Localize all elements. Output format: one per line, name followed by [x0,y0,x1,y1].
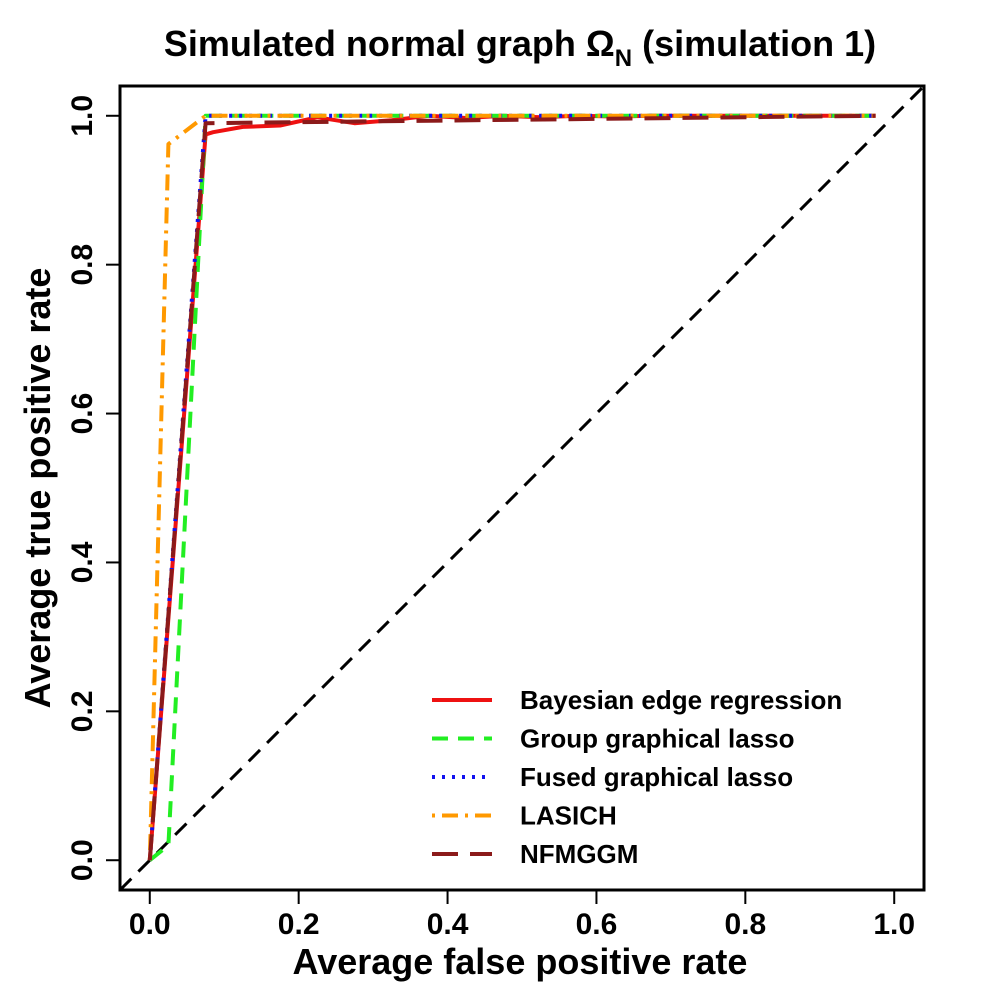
legend-label-1: Bayesian edge regression [520,685,842,715]
x-tick-label: 0.8 [724,908,766,941]
plot-frame [118,84,926,892]
reference-diagonal-line [118,84,926,892]
y-tick-label: 0.6 [66,393,99,435]
plot-area [118,84,926,892]
y-axis-label: Average true positive rate [17,268,58,709]
legend-label-5: NFMGGM [520,839,638,869]
legend: Bayesian edge regression Group graphical … [432,685,842,869]
x-tick-label: 0.2 [278,908,320,941]
y-tick-label: 1.0 [66,95,99,137]
legend-label-3: Fused graphical lasso [520,762,793,792]
chart-title-subscript: N [615,45,632,72]
chart-title: Simulated normal graph ΩN (simulation 1) [164,23,876,72]
y-axis: 0.0 0.2 0.4 0.6 0.8 1.0 [66,95,120,881]
x-axis: 0.0 0.2 0.4 0.6 0.8 1.0 [129,890,915,941]
series-line-2 [148,113,876,862]
y-tick-label: 0.4 [66,541,99,583]
y-tick-label: 0.2 [66,690,99,732]
legend-label-2: Group graphical lasso [520,724,795,754]
x-tick-label: 0.4 [427,908,469,941]
x-tick-label: 0.6 [576,908,618,941]
series-line-5 [147,113,876,861]
x-axis-label: Average false positive rate [293,941,748,982]
x-tick-label: 1.0 [873,908,915,941]
y-tick-label: 0.8 [66,244,99,286]
chart-title-suffix: (simulation 1) [632,23,876,64]
series-line-4 [147,113,876,861]
y-tick-label: 0.0 [66,839,99,881]
x-tick-label: 0.0 [129,908,171,941]
legend-label-4: LASICH [520,801,617,831]
